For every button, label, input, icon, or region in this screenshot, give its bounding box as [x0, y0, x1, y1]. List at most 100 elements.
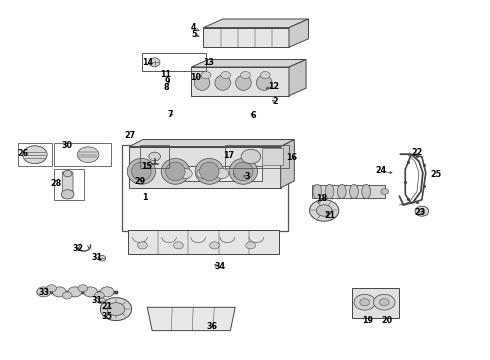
Circle shape [379, 299, 389, 306]
Circle shape [98, 298, 106, 304]
Text: 34: 34 [214, 262, 225, 271]
Text: 5: 5 [191, 30, 196, 39]
Text: 36: 36 [206, 322, 217, 331]
Text: 22: 22 [412, 148, 422, 157]
Polygon shape [191, 67, 289, 96]
Text: 20: 20 [381, 316, 392, 325]
Polygon shape [129, 140, 294, 147]
Bar [143, 53, 206, 71]
Circle shape [95, 292, 104, 299]
Text: 24: 24 [375, 166, 387, 175]
Polygon shape [203, 19, 309, 28]
FancyBboxPatch shape [62, 172, 73, 198]
Text: 27: 27 [124, 131, 136, 140]
Ellipse shape [325, 184, 334, 199]
Ellipse shape [178, 168, 192, 179]
Circle shape [419, 209, 425, 213]
Bar [313, 185, 385, 198]
Ellipse shape [233, 168, 247, 179]
Polygon shape [281, 140, 294, 188]
Text: 25: 25 [430, 170, 441, 179]
Polygon shape [289, 59, 306, 96]
Polygon shape [191, 59, 306, 67]
Bar [54, 143, 111, 166]
Text: 26: 26 [18, 149, 29, 158]
Ellipse shape [337, 184, 346, 199]
Circle shape [173, 242, 183, 249]
Text: 15: 15 [141, 162, 152, 171]
Text: 4: 4 [191, 23, 196, 32]
Ellipse shape [256, 75, 272, 90]
Text: 23: 23 [415, 208, 425, 217]
Circle shape [360, 299, 369, 306]
Ellipse shape [161, 158, 190, 184]
Text: 10: 10 [190, 73, 201, 82]
Text: 31: 31 [92, 296, 103, 305]
Circle shape [241, 72, 250, 78]
Text: 1: 1 [143, 193, 148, 202]
Text: 9: 9 [165, 77, 171, 86]
Text: 13: 13 [203, 58, 214, 67]
Circle shape [221, 72, 231, 78]
Ellipse shape [349, 184, 358, 199]
Circle shape [78, 285, 88, 292]
Circle shape [138, 242, 147, 249]
Ellipse shape [215, 75, 230, 90]
Ellipse shape [127, 158, 156, 184]
Ellipse shape [194, 75, 210, 90]
Circle shape [23, 146, 47, 164]
Polygon shape [203, 28, 289, 47]
Text: 2: 2 [272, 96, 278, 105]
Circle shape [52, 287, 66, 297]
Ellipse shape [215, 168, 229, 179]
Circle shape [107, 303, 125, 316]
Circle shape [310, 200, 339, 221]
Text: 7: 7 [168, 110, 173, 119]
Text: 8: 8 [163, 83, 169, 92]
Text: 32: 32 [73, 244, 83, 253]
Ellipse shape [195, 158, 223, 184]
Ellipse shape [362, 184, 370, 199]
Circle shape [47, 285, 56, 292]
Circle shape [415, 206, 429, 216]
Bar [140, 145, 169, 168]
Circle shape [77, 147, 99, 163]
Circle shape [245, 242, 255, 249]
Text: 21: 21 [101, 302, 113, 311]
Text: 31: 31 [92, 253, 103, 262]
Ellipse shape [199, 162, 219, 181]
Circle shape [210, 242, 220, 249]
Ellipse shape [166, 162, 185, 181]
Circle shape [373, 294, 395, 310]
Bar [176, 166, 262, 181]
Ellipse shape [229, 158, 257, 184]
Circle shape [37, 287, 50, 297]
Circle shape [241, 149, 261, 164]
Circle shape [317, 205, 332, 216]
Polygon shape [147, 307, 235, 330]
Text: 28: 28 [50, 179, 62, 188]
Circle shape [63, 170, 72, 177]
Ellipse shape [132, 162, 151, 181]
Text: 18: 18 [316, 194, 327, 203]
Text: 11: 11 [160, 71, 172, 80]
Ellipse shape [236, 75, 251, 90]
Bar [18, 143, 52, 166]
Bar [122, 145, 288, 231]
Text: 33: 33 [38, 288, 49, 297]
Circle shape [354, 294, 375, 310]
Circle shape [381, 189, 389, 194]
Bar [262, 148, 283, 165]
Circle shape [260, 72, 270, 78]
Circle shape [84, 287, 98, 297]
Circle shape [61, 190, 74, 199]
Text: 3: 3 [244, 172, 250, 181]
Text: 35: 35 [102, 312, 113, 321]
Text: 30: 30 [61, 141, 72, 150]
Circle shape [149, 152, 160, 161]
Bar [225, 145, 289, 168]
Text: 14: 14 [142, 58, 153, 67]
Text: 16: 16 [287, 153, 297, 162]
Text: 29: 29 [135, 176, 146, 185]
Circle shape [100, 298, 132, 320]
